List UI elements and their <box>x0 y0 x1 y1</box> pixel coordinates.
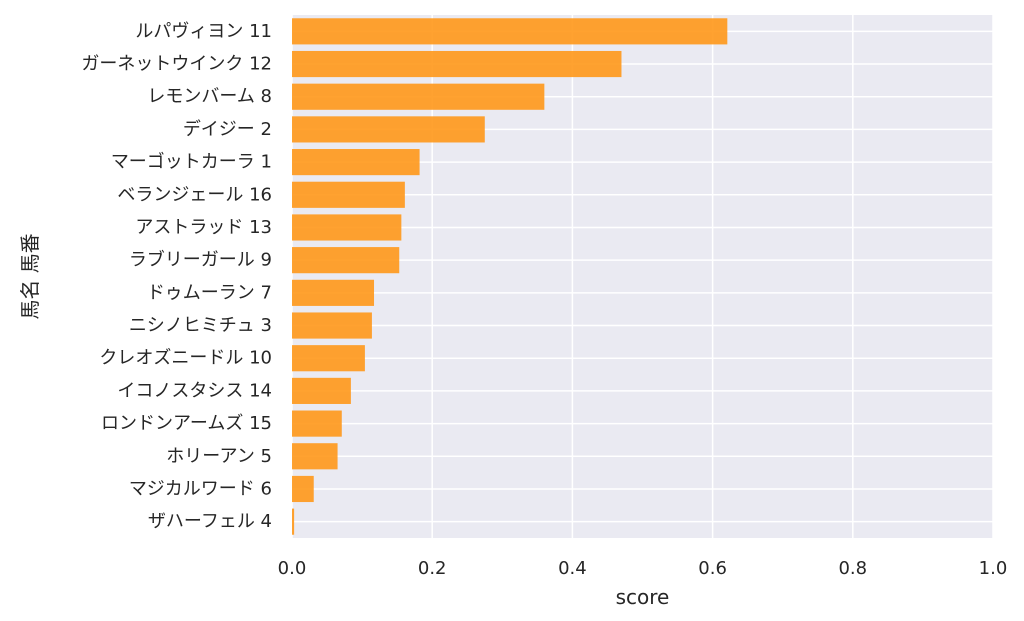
y-tick-label-5: ベランジェール 16 <box>117 184 272 205</box>
bar-10 <box>292 345 365 372</box>
y-tick-label-7: ラブリーガール 9 <box>129 249 272 271</box>
y-tick-label-2: レモンバーム 8 <box>147 86 272 107</box>
bar-2 <box>292 83 545 110</box>
y-tick-labels: ルパヴィヨン 11 ガーネットウインク 12 レモンバーム 8 デイジー 2 マーゴット… <box>81 21 272 532</box>
bar-5 <box>292 181 405 208</box>
bars <box>292 18 728 535</box>
x-tick-label-2: 0.4 <box>558 558 587 579</box>
y-tick-label-10: クレオズニードル 10 <box>99 348 272 369</box>
x-tick-label-5: 1.0 <box>979 558 1008 579</box>
y-tick-label-4: マーゴットカーラ 1 <box>111 152 272 173</box>
y-axis-label: 馬名 馬番 <box>18 233 42 319</box>
bar-7 <box>292 247 400 274</box>
y-tick-label-6: アストラッド 13 <box>135 217 272 238</box>
y-tick-label-11: イコノスタシス 14 <box>117 380 272 401</box>
y-tick-label-15: ザハーフェル 4 <box>148 511 272 532</box>
bar-12 <box>292 410 342 437</box>
y-tick-label-13: ホリーアン 5 <box>166 446 272 467</box>
bar-3 <box>292 116 485 143</box>
y-tick-label-12: ロンドンアームズ 15 <box>101 413 272 434</box>
bar-15 <box>292 508 295 535</box>
x-tick-labels: 0.0 0.2 0.4 0.6 0.8 1.0 <box>278 558 1008 579</box>
x-tick-label-0: 0.0 <box>278 558 307 579</box>
y-tick-label-1: ガーネットウインク 12 <box>81 54 272 75</box>
y-tick-label-0: ルパヴィヨン 11 <box>135 21 272 42</box>
bar-1 <box>292 50 622 78</box>
bar-4 <box>292 149 420 176</box>
x-tick-label-4: 0.8 <box>838 558 867 579</box>
bar-8 <box>292 279 375 306</box>
bar-14 <box>292 475 314 503</box>
y-tick-label-3: デイジー 2 <box>183 119 272 140</box>
x-tick-label-1: 0.2 <box>418 558 447 579</box>
x-axis-label: score <box>616 585 670 609</box>
y-tick-label-14: マジカルワード 6 <box>129 478 272 499</box>
bar-6 <box>292 214 402 241</box>
bar-11 <box>292 377 351 404</box>
y-tick-label-8: ドゥムーラン 7 <box>147 282 272 303</box>
x-tick-label-3: 0.6 <box>698 558 727 579</box>
bar-9 <box>292 312 372 339</box>
bar-0 <box>292 18 728 45</box>
bar-13 <box>292 443 338 470</box>
y-tick-label-9: ニシノヒミチュ 3 <box>129 315 272 336</box>
